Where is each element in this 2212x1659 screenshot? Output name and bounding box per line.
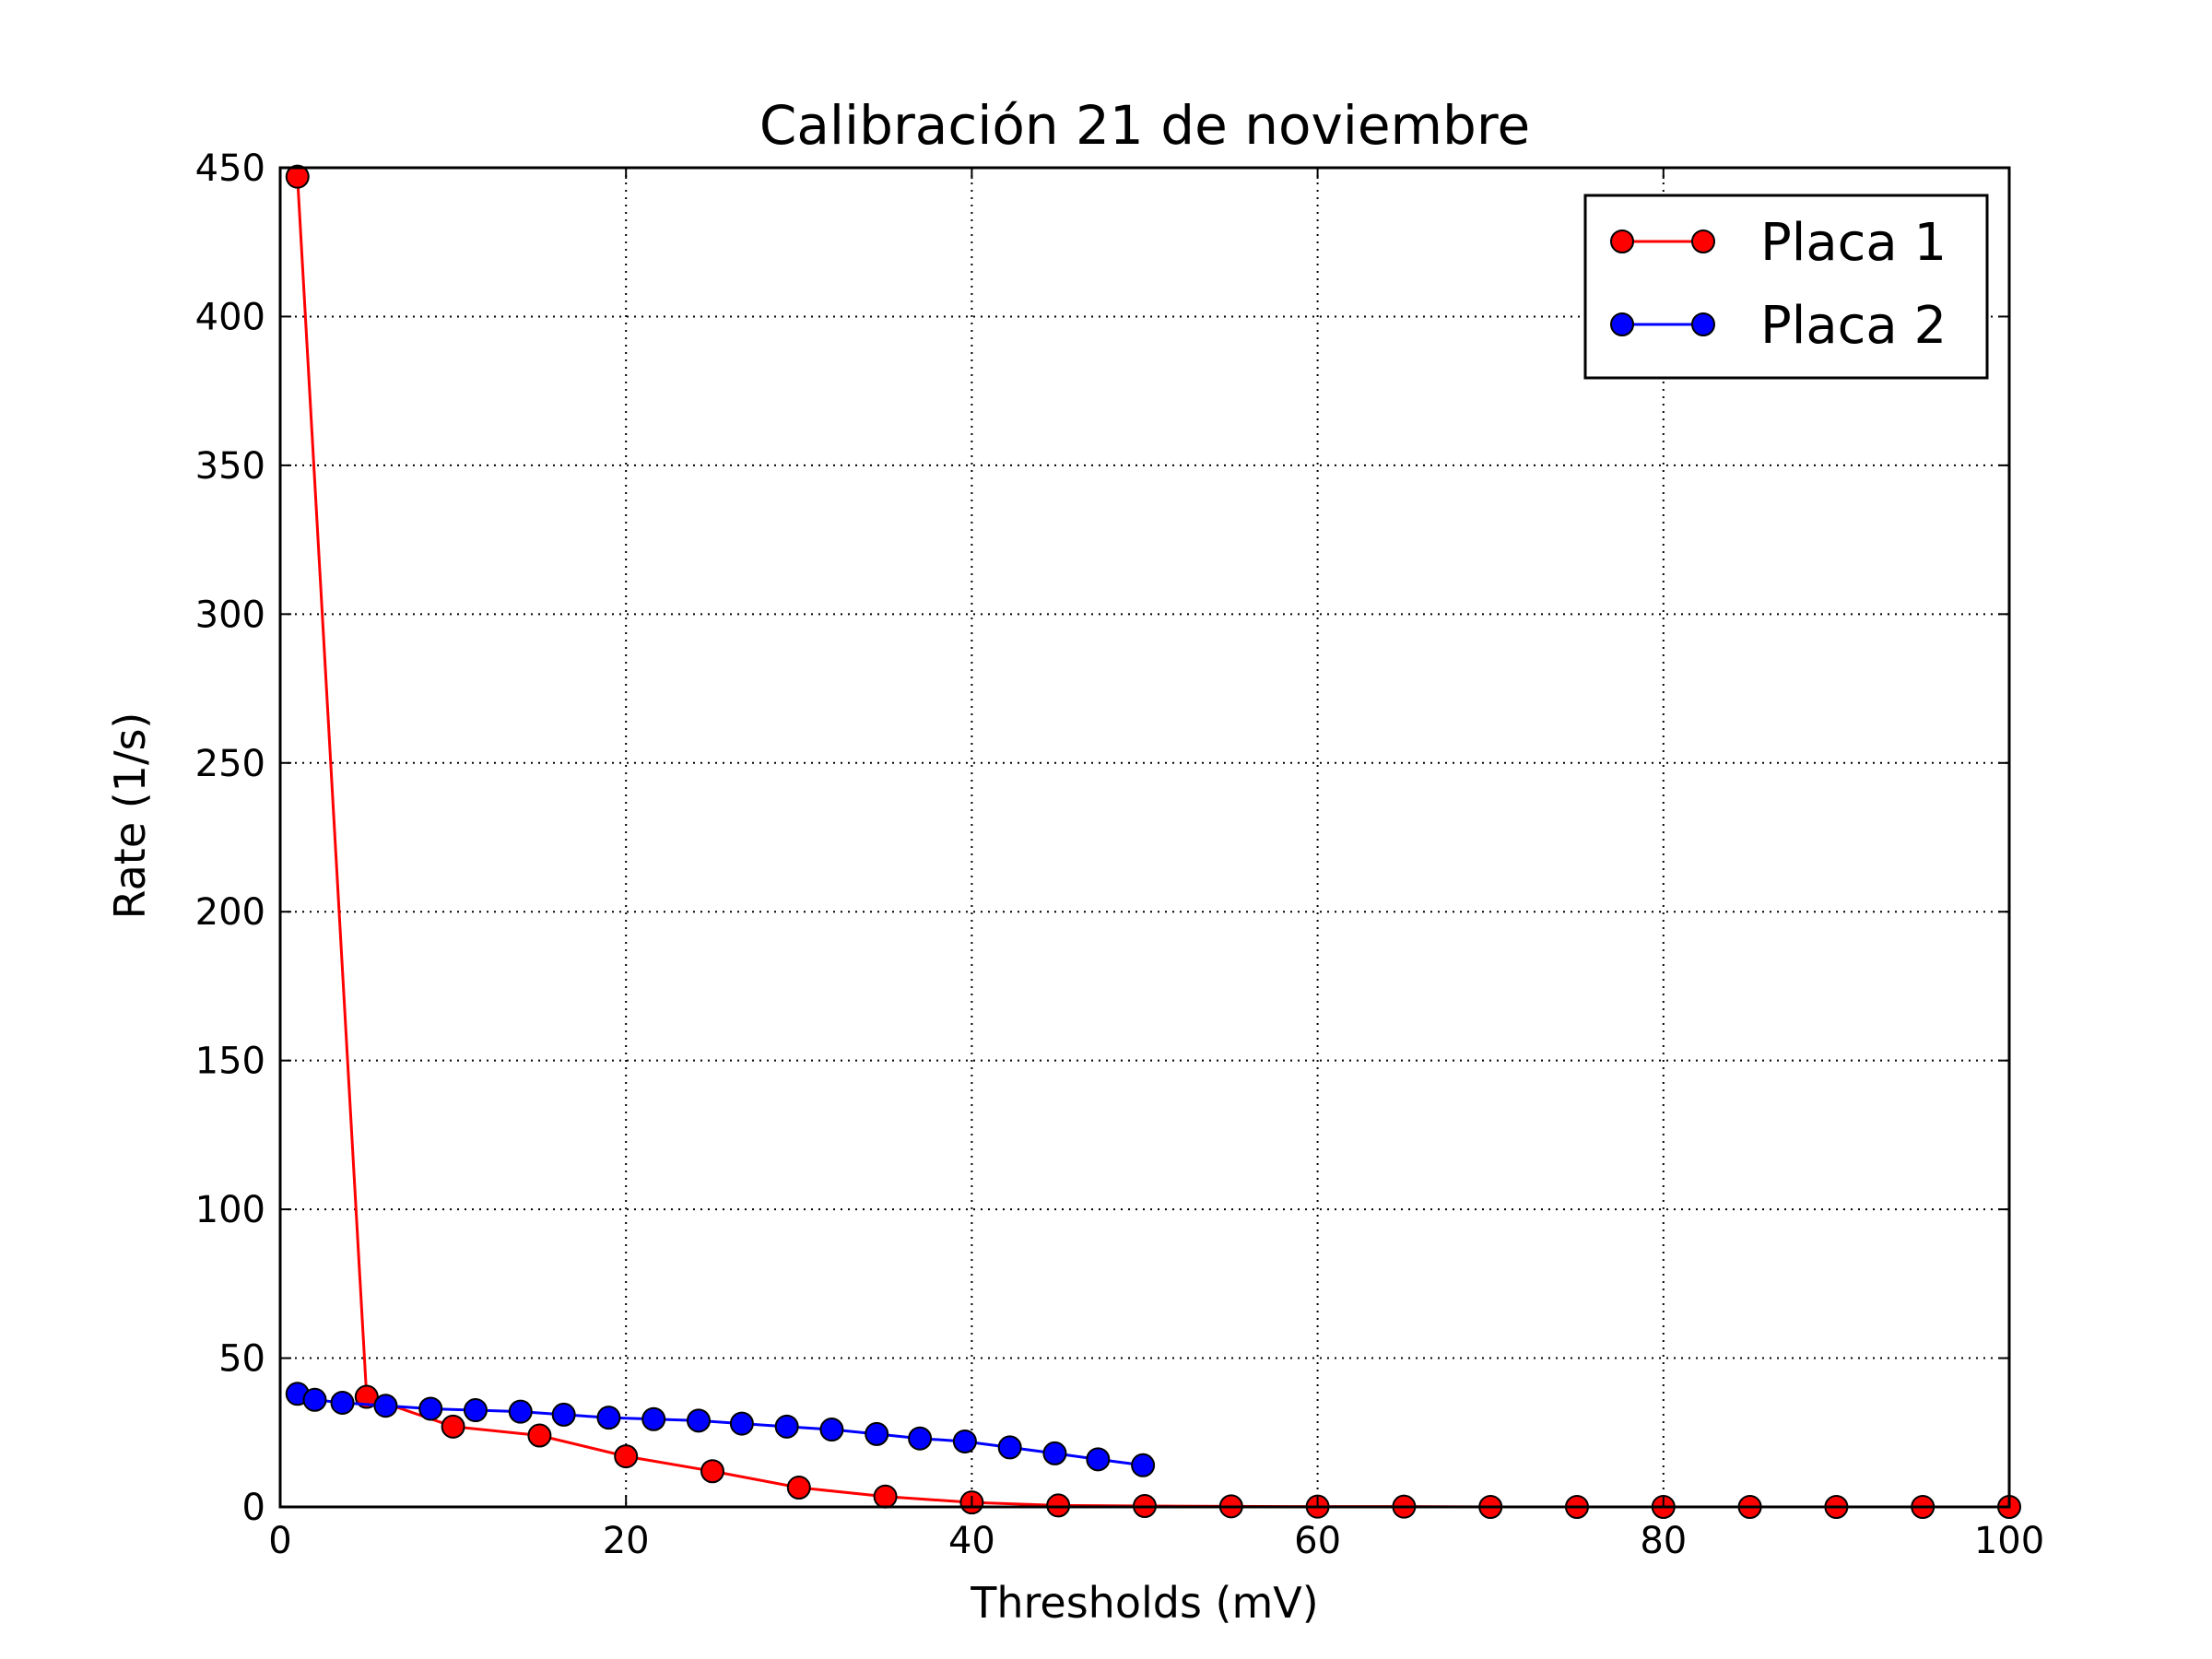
y-tick-label: 300 [195,594,265,636]
x-tick-label: 20 [603,1520,650,1562]
y-tick-label: 50 [218,1338,265,1381]
x-tick-label: 40 [948,1520,995,1562]
legend: Placa 1 Placa 2 [1583,194,1989,380]
y-axis-label: Rate (1/s) [105,712,155,920]
x-tick-label: 100 [1974,1520,2044,1562]
x-tick-label: 0 [268,1520,291,1562]
data-point-placa-2 [997,1435,1022,1460]
legend-marker-placa-2 [1691,312,1715,336]
data-point-placa-2 [729,1411,754,1436]
data-point-placa-2 [373,1394,398,1418]
data-point-placa-1 [786,1476,811,1500]
axis-ticks: 0 20 40 60 80 100 0 50 100 150 200 250 300 350 400 450 [195,147,2045,1562]
data-point-placa-2 [596,1406,621,1430]
data-point-placa-2 [330,1390,355,1415]
data-point-placa-2 [952,1429,977,1453]
data-point-placa-1 [700,1459,724,1484]
y-tick-label: 250 [195,743,265,785]
data-point-placa-2 [641,1406,666,1431]
data-point-placa-2 [508,1399,533,1424]
data-point-placa-1 [285,164,310,189]
legend-marker-placa-1 [1691,229,1715,253]
data-point-placa-1 [527,1423,552,1448]
legend-marker-placa-2 [1610,312,1634,336]
data-point-placa-2 [463,1398,488,1423]
data-point-placa-1 [873,1484,898,1509]
y-tick-label: 200 [195,891,265,934]
data-point-placa-2 [1042,1441,1067,1465]
data-point-placa-2 [302,1387,327,1412]
chart-title: Calibración 21 de noviembre [759,94,1530,157]
data-point-placa-1 [441,1414,465,1439]
y-tick-label: 100 [195,1189,265,1231]
data-point-placa-2 [1086,1447,1111,1472]
plot-frame [278,166,2011,1509]
legend-box [1583,194,1989,380]
data-point-placa-2 [418,1396,443,1421]
y-tick-label: 450 [195,147,265,190]
legend-marker-placa-1 [1610,229,1634,253]
data-point-placa-1 [1046,1493,1071,1518]
legend-label-placa-2: Placa 2 [1760,296,1947,356]
data-point-placa-1 [614,1444,639,1469]
y-tick-label: 400 [195,296,265,338]
y-tick-label: 350 [195,445,265,488]
data-point-placa-2 [686,1408,711,1433]
data-point-placa-2 [819,1418,844,1442]
x-axis-label: Thresholds (mV) [970,1578,1318,1628]
data-point-placa-2 [908,1426,933,1451]
data-point-placa-2 [865,1421,889,1446]
x-tick-label: 60 [1294,1520,1341,1562]
data-point-placa-2 [774,1414,799,1439]
x-tick-label: 80 [1640,1520,1687,1562]
y-tick-label: 150 [195,1041,265,1083]
data-point-placa-2 [1131,1453,1156,1477]
data-point-placa-2 [551,1402,576,1427]
y-tick-label: 0 [242,1487,265,1529]
legend-label-placa-1: Placa 1 [1760,213,1947,273]
